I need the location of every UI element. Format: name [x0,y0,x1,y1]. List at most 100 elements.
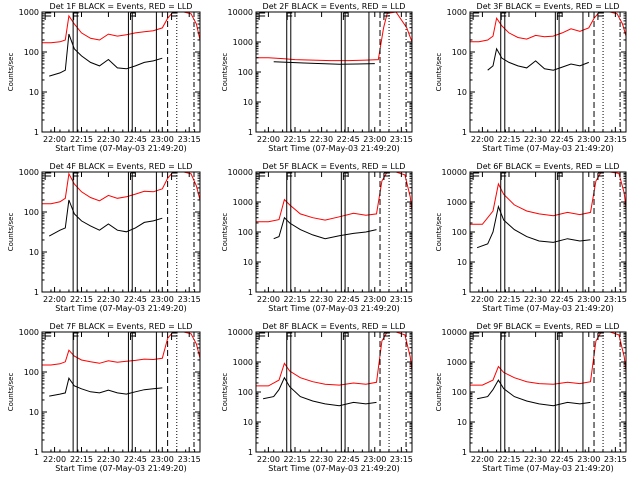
attenuator-mark [286,12,293,20]
attenuator-mark [383,172,390,180]
x-tick-label: 22:00 [43,135,66,144]
detector-panel-4: 1 10 100 1000 22:00 22:15 22:30 22:45 23:00 23:15… [7,162,201,313]
x-tick-label: 22:30 [310,295,333,304]
y-tick-label: 1 [462,448,467,457]
y-tick-label: 1 [462,128,467,137]
series-line-events [273,216,377,240]
attenuator-mark [286,332,293,340]
attenuator-mark [258,12,266,20]
y-tick-label: 1000 [233,358,253,367]
attenuator-mark [597,172,604,180]
y-tick-label: 10000 [228,328,253,337]
y-axis-label: Counts/sec [435,213,443,252]
attenuator-mark [129,12,136,20]
x-tick-label: 23:00 [577,295,600,304]
y-tick-label: 1000 [447,198,467,207]
y-tick-label: 100 [24,208,39,217]
y-tick-label: 1 [248,128,253,137]
x-tick-label: 23:00 [577,135,600,144]
plot-frame [469,11,627,133]
y-tick-label: 10 [243,418,253,427]
series-line-events [48,199,163,237]
x-tick-label: 22:00 [257,295,280,304]
y-tick-label: 10 [29,248,39,257]
x-tick-label: 22:30 [524,455,547,464]
y-tick-label: 100 [24,368,39,377]
y-tick-label: 10000 [228,8,253,17]
series-line-events [476,204,591,249]
x-tick-label: 22:45 [551,455,574,464]
y-tick-label: 10000 [442,328,467,337]
y-axis-label: Counts/sec [435,53,443,92]
attenuator-mark [500,12,507,20]
attenuator-mark [129,172,136,180]
y-axis-label: Counts/sec [435,373,443,412]
x-tick-label: 22:00 [471,455,494,464]
detector-panel-8: 1 10 100 1000 10000 22:00 22:15 22:30 22:45 23:00… [221,322,413,473]
plot-frame [41,171,201,293]
x-axis-label: Start Time (07-May-03 21:49:20) [268,464,399,473]
x-tick-label: 22:00 [471,135,494,144]
y-axis-label: Counts/sec [221,373,229,412]
attenuator-mark [556,172,563,180]
x-tick-label: 23:15 [390,135,413,144]
x-tick-label: 22:15 [70,135,93,144]
y-tick-label: 10 [457,258,467,267]
attenuator-mark [597,12,604,20]
x-tick-label: 23:15 [604,295,627,304]
y-tick-label: 1 [462,288,467,297]
y-tick-label: 100 [238,228,253,237]
x-tick-label: 22:45 [551,295,574,304]
x-tick-label: 22:30 [310,135,333,144]
x-tick-label: 23:00 [577,455,600,464]
attenuator-mark [73,12,79,20]
x-tick-label: 22:00 [43,295,66,304]
x-tick-label: 22:30 [97,455,120,464]
attenuator-mark [73,332,79,340]
attenuator-mark [258,172,266,180]
y-tick-label: 1000 [19,8,39,17]
y-axis-label: Counts/sec [221,53,229,92]
attenuator-mark [342,332,349,340]
series-line-events [273,61,375,65]
detector-panel-3: 1 10 100 1000 22:00 22:15 22:30 22:45 23:00 23:15… [435,2,627,153]
x-tick-label: 23:00 [363,295,386,304]
x-tick-label: 22:45 [124,295,147,304]
x-axis-label: Start Time (07-May-03 21:49:20) [268,144,399,153]
x-tick-label: 22:30 [97,135,120,144]
y-tick-label: 100 [452,48,467,57]
attenuator-mark [44,332,52,340]
y-tick-label: 10 [243,98,253,107]
x-tick-label: 23:15 [604,455,627,464]
y-tick-label: 10 [29,88,39,97]
y-tick-label: 100 [452,388,467,397]
y-tick-label: 10000 [442,168,467,177]
plot-frame [41,331,201,453]
x-axis-label: Start Time (07-May-03 21:49:20) [482,464,613,473]
y-tick-label: 1000 [447,8,467,17]
attenuator-mark [383,12,390,20]
x-tick-label: 22:15 [283,295,306,304]
y-axis-label: Counts/sec [7,213,15,252]
attenuator-mark [171,332,178,340]
attenuator-mark [383,332,390,340]
attenuator-mark [597,332,604,340]
x-tick-label: 23:00 [363,455,386,464]
y-tick-label: 10 [457,418,467,427]
x-tick-label: 22:15 [70,295,93,304]
y-tick-label: 100 [238,388,253,397]
x-tick-label: 22:45 [337,295,360,304]
x-tick-label: 22:45 [551,135,574,144]
x-axis-label: Start Time (07-May-03 21:49:20) [268,304,399,313]
series-line-events [487,47,589,71]
panel-title: Det 2F BLACK = Events, RED = LLD [263,2,406,11]
detector-panel-9: 1 10 100 1000 10000 22:00 22:15 22:30 22:45 23:00… [435,322,627,473]
series-line-lld [470,12,626,43]
series-line-events [263,376,377,407]
attenuator-mark [129,332,136,340]
y-tick-label: 100 [238,68,253,77]
y-tick-label: 1 [34,288,39,297]
y-tick-label: 10 [243,258,253,267]
attenuator-mark [342,12,349,20]
